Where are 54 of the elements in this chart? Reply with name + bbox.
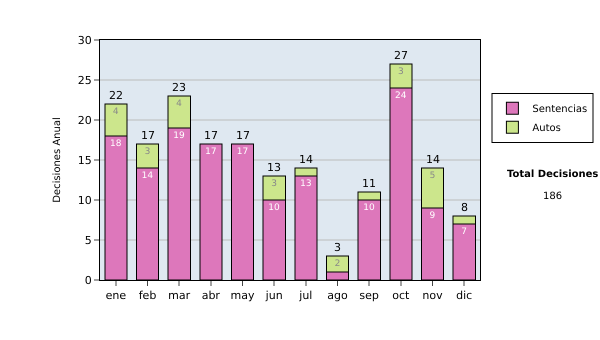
total-label: 17 (236, 129, 250, 142)
total-label: 22 (109, 89, 123, 102)
x-tick-label: sep (359, 289, 379, 302)
data-label: 9 (430, 211, 436, 221)
total-label: 8 (461, 201, 468, 214)
data-label: 18 (110, 139, 122, 149)
data-label: 4 (176, 99, 182, 109)
data-label: 3 (398, 67, 404, 77)
data-label: 4 (112, 107, 119, 117)
data-label: 24 (394, 91, 407, 101)
data-label: 19 (173, 131, 186, 141)
y-tick-label: 15 (78, 154, 92, 167)
x-tick-label: may (230, 289, 255, 302)
total-label: 27 (394, 49, 408, 62)
text: Total Decisiones (507, 169, 598, 180)
total-label: 13 (267, 161, 281, 174)
y-tick-label: 30 (78, 34, 92, 47)
data-label: 3 (271, 179, 278, 189)
x-tick-label: nov (422, 289, 444, 302)
total-label: 23 (172, 81, 186, 94)
y-tick-label: 0 (84, 274, 92, 287)
x-tick-label: jul (298, 289, 312, 302)
total-label: 11 (362, 177, 376, 190)
y-tick-label: 20 (78, 114, 92, 127)
total-label: 3 (334, 241, 341, 254)
data-label: 14 (142, 171, 154, 181)
data-label: 5 (430, 171, 436, 181)
text: 186 (543, 191, 562, 202)
x-tick-label: mar (168, 289, 191, 302)
total-label: 14 (299, 153, 313, 166)
x-tick-label: ene (106, 289, 126, 302)
x-tick-label: feb (138, 289, 156, 302)
x-tick-label: ago (327, 289, 348, 302)
total-label: 14 (426, 153, 440, 166)
total-label: 17 (204, 129, 218, 142)
x-tick-label: dic (456, 289, 472, 302)
total-label: 17 (141, 129, 155, 142)
data-label: 3 (144, 147, 150, 157)
data-label: 7 (461, 227, 468, 237)
data-label: 10 (363, 203, 376, 213)
data-label: 17 (205, 147, 217, 157)
data-label: 13 (300, 179, 312, 189)
legend-label: Sentencias (532, 104, 588, 116)
data-label: 2 (334, 259, 340, 269)
y-tick-label: 5 (84, 234, 92, 247)
x-tick-label: oct (392, 289, 410, 302)
y-axis-title: Decisiones Anual (52, 117, 63, 203)
y-tick-label: 25 (78, 74, 92, 87)
data-label: 17 (236, 147, 248, 157)
y-tick-label: 10 (78, 194, 92, 207)
x-tick-label: abr (202, 289, 220, 302)
x-tick-label: jun (264, 289, 283, 302)
data-label: 10 (268, 203, 280, 213)
legend-label: Autos (532, 123, 561, 134)
